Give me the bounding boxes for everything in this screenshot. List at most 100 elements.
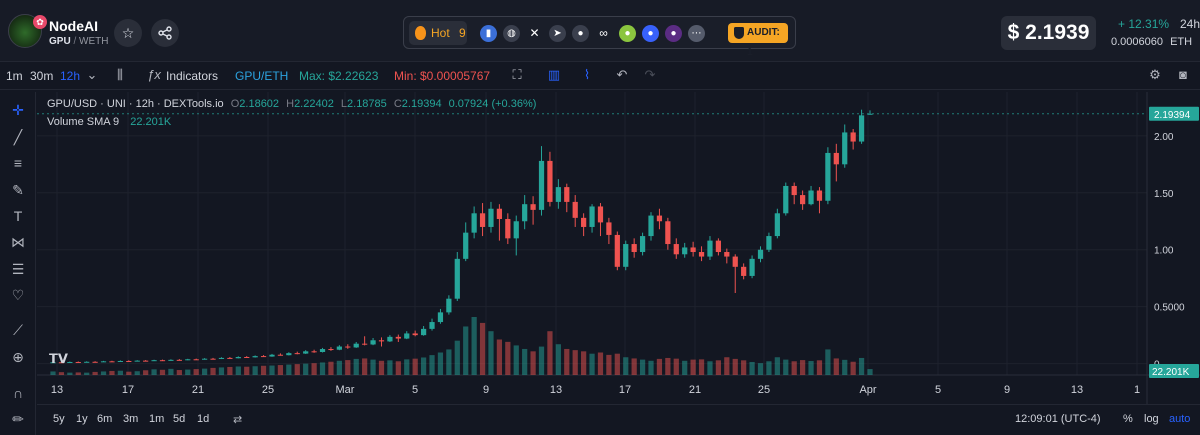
range-6m[interactable]: 6m [97,413,113,425]
dextools-icon[interactable]: ● [665,25,682,42]
interval-30m[interactable]: 30m [30,69,54,83]
settings-gear-icon[interactable]: ⚙ [1149,67,1161,82]
pattern-icon[interactable]: ⋈ [11,234,25,250]
line-chart-icon[interactable]: ⌇ [583,67,591,82]
x-tick-label: 13 [51,384,63,396]
undo-icon[interactable]: ↶ [616,67,628,82]
log-toggle[interactable]: log [1144,413,1159,425]
interval-1m[interactable]: 1m [6,69,23,83]
volume-bar [715,360,722,375]
telegram-icon[interactable]: ➤ [549,25,566,42]
volume-bar [201,368,208,375]
candle-body [75,362,81,364]
volume-bar [479,322,486,375]
x-tick-label: 13 [550,384,562,396]
chart-icon[interactable]: ▮ [480,25,497,42]
candle-body [631,244,637,253]
more-icon[interactable]: ⋯ [688,25,705,42]
candles-icon[interactable]: ⫼ [117,67,123,82]
volume-bar [109,370,115,375]
candle-body [589,206,595,227]
share-icon [158,26,172,40]
range-1m[interactable]: 1m [149,413,165,425]
price-chart[interactable]: 00.50001.001.502.002.1939422.201K1317212… [37,92,1200,404]
candle-body [732,256,738,267]
pencil-lock-icon[interactable]: ✏ [12,411,24,427]
reddit-icon[interactable]: ● [572,25,589,42]
coingecko-icon[interactable]: ● [619,25,636,42]
legend-title: GPU/USD · UNI · 12h · DEXTools.io [47,98,224,110]
fullscreen-icon[interactable]: ⛶ [512,67,522,82]
candle-body [766,236,772,250]
volume-bar [100,371,107,375]
audit-badge[interactable]: AUDIT: 1 [728,23,788,58]
goto-date-icon[interactable]: ⇄ [233,414,243,426]
auto-toggle[interactable]: auto [1169,413,1191,425]
ruler-icon[interactable]: ⟋ [13,322,23,338]
range-1y[interactable]: 1y [76,413,88,425]
candle-body [842,132,848,165]
candle-body [193,359,199,361]
interval-chevron-down-icon[interactable]: ⌄ [86,67,98,82]
interval-12h[interactable]: 12h [60,69,81,83]
candle-body [858,115,865,142]
volume-legend: Volume SMA 9 22.201K [47,116,171,128]
volume-bar [218,367,225,375]
volume-bar [513,345,519,375]
volume-bar [437,352,444,375]
magnet-icon[interactable]: ∩ [12,385,24,401]
bar-chart-icon[interactable]: ▥ [547,67,561,82]
pair-switch-button[interactable]: GPU/ETH [235,69,289,83]
flame-icon [415,26,426,40]
candle-body [656,215,663,222]
volume-bar [244,366,250,375]
x-icon[interactable]: ✕ [529,26,540,40]
range-5d[interactable]: 5d [173,413,186,425]
candle-body [185,359,191,361]
redo-icon[interactable]: ↷ [644,67,656,82]
volume-bar [564,348,570,375]
token-pair[interactable]: GPU / WETH [49,36,108,47]
candle-body [143,360,149,362]
text-tool-icon[interactable]: T [13,208,23,224]
candle-body [757,249,764,259]
range-5y[interactable]: 5y [53,413,65,425]
clock-timezone[interactable]: 12:09:01 (UTC-4) [1015,413,1101,425]
range-1d[interactable]: 1d [197,413,210,425]
x-tick-label: 5 [935,384,941,396]
volume-bar [269,365,275,375]
volume-bar [690,359,696,375]
price-change-24h: + 12.31% [1118,17,1170,31]
link-icon[interactable]: ∞ [599,26,608,40]
share-button[interactable] [151,19,179,47]
candle-body [336,346,342,350]
crosshair-icon[interactable]: ✛ [12,102,24,118]
range-3m[interactable]: 3m [123,413,139,425]
volume-bar [530,351,536,375]
hot-rank-pill[interactable]: Hot 9 [409,21,467,45]
trend-line-icon[interactable]: ╱ [13,129,23,145]
volume-bar [606,354,612,375]
volume-bar [84,372,90,375]
favorite-star-button[interactable]: ☆ [114,19,142,47]
indicators-button[interactable]: Indicators [166,69,219,83]
candle-body [564,187,570,202]
last-price-box [1149,106,1199,121]
heart-icon[interactable]: ♡ [11,287,25,303]
zoom-in-icon[interactable]: ⊕ [12,349,24,365]
candle-body [429,322,435,329]
candle-body [353,343,359,348]
candle-body [168,359,174,361]
measure-lines-icon[interactable]: ☰ [11,261,25,277]
candle-body [816,190,823,201]
percent-toggle[interactable]: % [1123,413,1133,425]
candle-body [538,160,545,210]
horizontal-lines-icon[interactable]: ≡ [13,155,23,171]
cmc-icon[interactable]: ● [642,25,659,42]
globe-icon[interactable]: ◍ [503,25,520,42]
candle-body [808,190,814,205]
brush-icon[interactable]: ✎ [12,182,24,198]
camera-icon[interactable]: ◙ [1179,67,1187,82]
volume-bar [800,360,806,375]
fx-icon[interactable]: ƒx [147,67,161,82]
